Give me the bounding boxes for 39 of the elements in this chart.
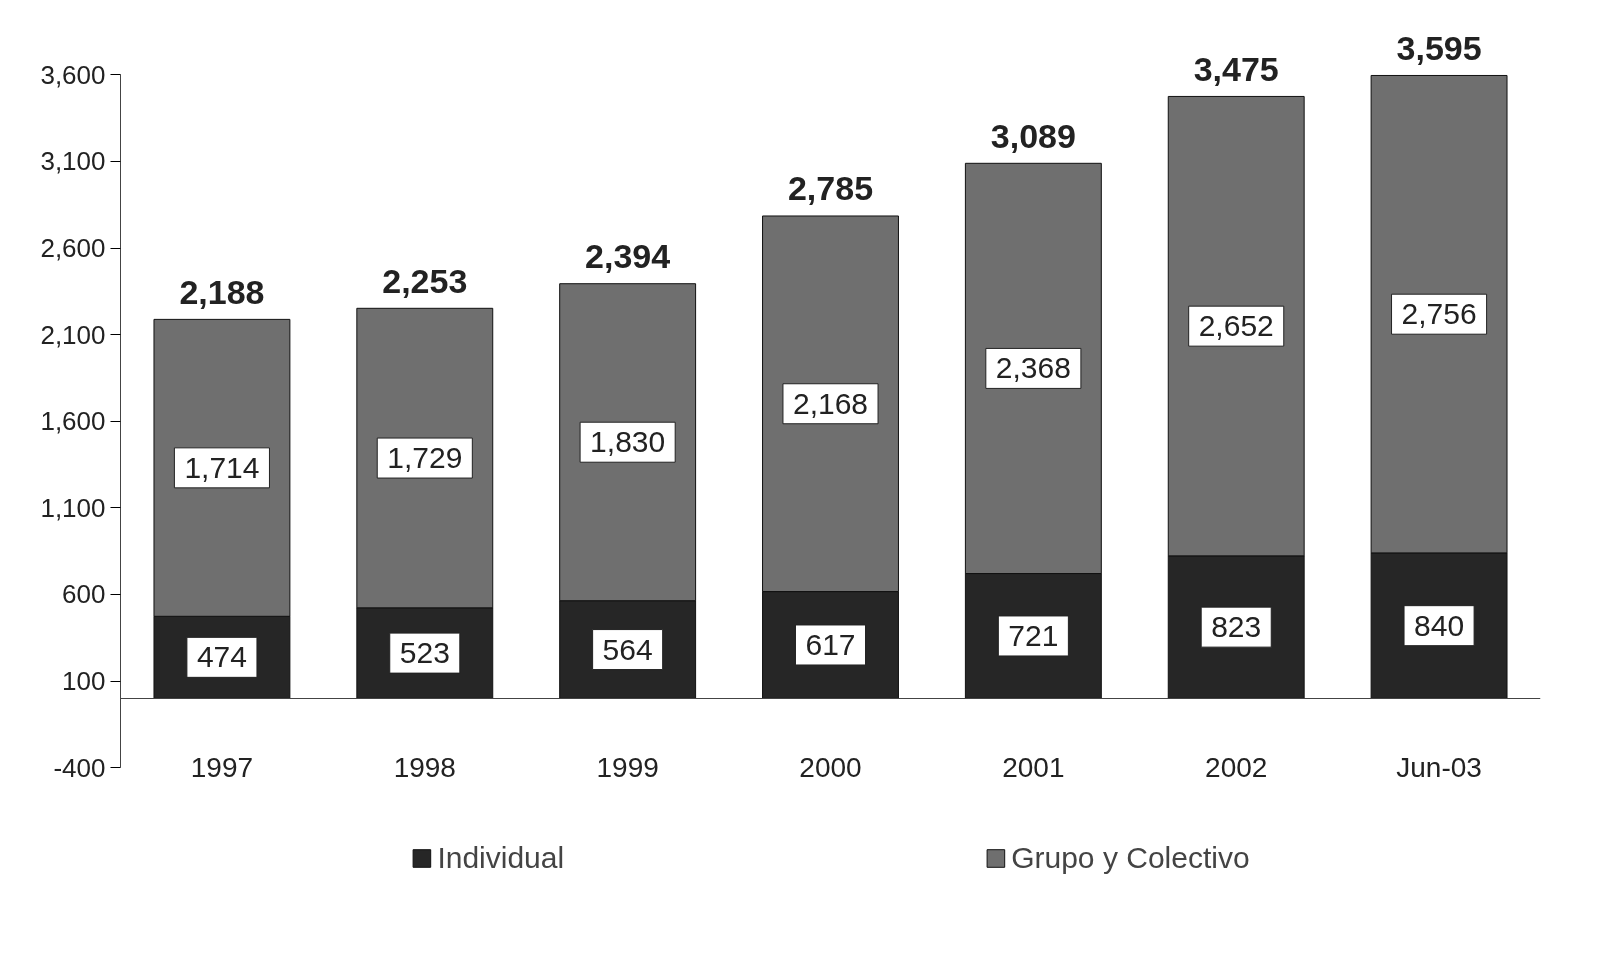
x-tick-label: 1998 [393, 752, 456, 784]
x-tick-label: 2000 [799, 752, 862, 784]
total-label: 2,394 [585, 237, 671, 276]
total-label: 3,475 [1193, 49, 1279, 88]
data-label: 523 [399, 636, 450, 670]
y-tick-label: 600 [62, 579, 106, 610]
legend-label: Individual [437, 841, 565, 875]
x-tick-label: 1999 [596, 752, 659, 784]
y-tick-label: 1,100 [40, 492, 106, 523]
x-tick-label: Jun-03 [1396, 752, 1482, 784]
data-label: 1,714 [184, 450, 260, 484]
total-label: 3,595 [1396, 28, 1482, 67]
y-tick-label: 1,600 [40, 406, 106, 437]
y-tick-label: 3,100 [40, 146, 106, 177]
data-label: 721 [1008, 618, 1059, 652]
y-tick-label: 2,600 [40, 233, 106, 264]
total-label: 2,253 [382, 261, 468, 300]
data-label: 2,168 [792, 386, 869, 420]
x-tick-label: 2001 [1002, 752, 1065, 784]
data-label: 1,729 [387, 441, 463, 475]
data-label: 840 [1414, 608, 1465, 642]
total-label: 2,785 [787, 169, 874, 208]
data-label: 564 [602, 632, 653, 666]
data-label: 1,830 [590, 425, 666, 459]
x-tick-label: 2002 [1205, 752, 1268, 784]
y-tick-label: 3,600 [40, 59, 106, 90]
y-tick-label: 100 [62, 666, 106, 697]
y-tick-label: -400 [53, 752, 106, 783]
total-label: 2,188 [179, 272, 265, 311]
data-label: 2,368 [995, 351, 1071, 385]
data-label: 474 [196, 640, 247, 674]
total-label: 3,089 [990, 116, 1076, 155]
data-label: 2,756 [1401, 297, 1477, 331]
legend-label: Grupo y Colectivo [1011, 841, 1250, 875]
y-tick-label: 2,100 [40, 319, 106, 350]
x-tick-label: 1997 [190, 752, 254, 784]
data-label: 2,652 [1198, 309, 1274, 343]
data-label: 823 [1211, 610, 1262, 644]
data-label: 617 [805, 627, 856, 661]
